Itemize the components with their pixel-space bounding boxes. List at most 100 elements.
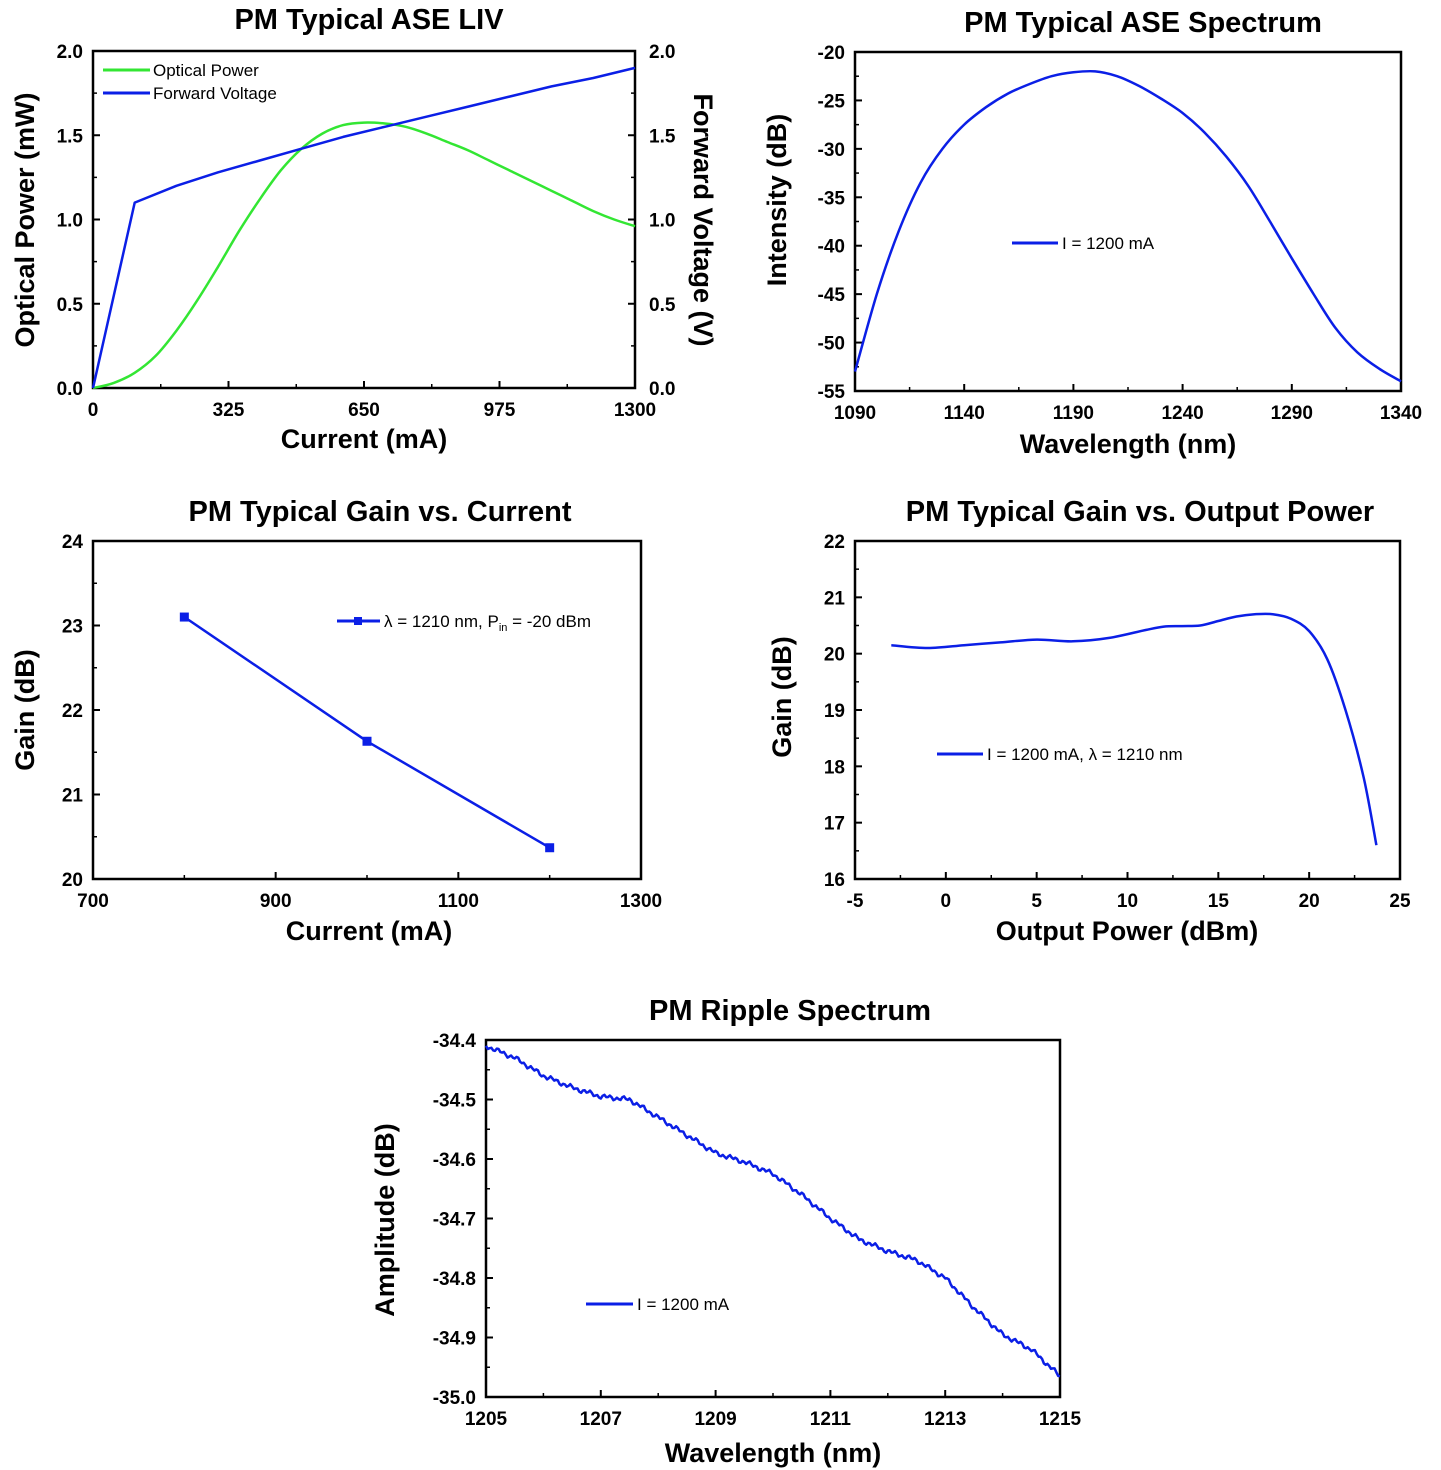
plot-frame [484, 1038, 1062, 1399]
x-tick-label: 1240 [1161, 403, 1203, 424]
y-tick-label: 19 [824, 701, 845, 722]
x-tick-label: 1207 [580, 1409, 622, 1430]
y-tick-label: 22 [824, 532, 845, 553]
data-point [362, 736, 372, 746]
x-tick-label: 1215 [1039, 1409, 1082, 1430]
y-tick-label: 20 [62, 870, 83, 891]
legend-entry-forward-voltage: Forward Voltage [153, 84, 277, 103]
legend: I = 1200 mA [586, 1295, 730, 1314]
chart-title: PM Typical ASE LIV [234, 4, 504, 36]
legend-entry: λ = 1210 nm, Pin = -20 dBm [384, 612, 591, 634]
legend: I = 1200 mA, λ = 1210 nm [937, 745, 1183, 764]
legend-entry: I = 1200 mA [1062, 234, 1155, 253]
x-tick-label: 1205 [465, 1409, 508, 1430]
y-tick-label: -25 [818, 91, 846, 112]
legend-tail: = -20 dBm [507, 612, 591, 631]
y-tick-label: 23 [62, 617, 83, 638]
chart-gain-vs-current: PM Typical Gain vs. Current 700 900 1100 13… [10, 496, 662, 946]
legend: Optical Power Forward Voltage [103, 61, 277, 103]
series-line-1 [183, 615, 551, 849]
y-tick-label: 17 [824, 814, 845, 835]
chart-ase-liv: PM Typical ASE LIV 0 325 650 975 13000.00.51… [10, 4, 718, 454]
x-tick-label: 1300 [620, 891, 662, 912]
series-line-1 [891, 612, 1378, 846]
y-tick-label: 1.0 [57, 211, 83, 232]
y-tick-label: -40 [818, 237, 845, 258]
chart-title: PM Typical Gain vs. Current [188, 496, 571, 528]
x-tick-label: 5 [1031, 891, 1042, 912]
y-tick-label: -45 [818, 285, 846, 306]
x-tick-label: 1213 [924, 1409, 966, 1430]
legend-subscript: in [499, 622, 508, 634]
axis-ticks: 1205 1207 1209 1211 1213 1215 -35.0 -34.9 -34.8 -… [433, 1031, 1082, 1430]
plot-frame [853, 539, 1402, 881]
legend-entry: I = 1200 mA [637, 1295, 730, 1314]
y-tick-label: -30 [818, 140, 845, 161]
y-axis-label: Gain (dB) [10, 649, 40, 771]
x-tick-label: 1190 [1053, 403, 1094, 424]
x-axis-label: Output Power (dBm) [996, 916, 1258, 946]
y-tick-label: -34.8 [433, 1269, 476, 1290]
y2-tick-label: 1.0 [649, 211, 675, 232]
x-tick-label: 0 [88, 400, 99, 421]
legend-entry: I = 1200 mA, λ = 1210 nm [987, 745, 1183, 764]
y-tick-label: -34.7 [433, 1210, 476, 1231]
series-line-1 [853, 69, 1402, 383]
series-group [853, 69, 1402, 383]
axis-ticks: -5 0 5 10 15 20 25 16 17 18 19 20 21 22 [824, 532, 1411, 912]
chart-gain-vs-output-power: PM Typical Gain vs. Output Power -5 0 5 10 1… [767, 496, 1411, 946]
series-line-1 [92, 121, 636, 390]
series-group [484, 1045, 1061, 1378]
y-tick-label: 22 [62, 701, 83, 722]
y-tick-label: 1.5 [57, 126, 84, 147]
x-axis-label: Wavelength (nm) [1020, 429, 1237, 459]
chart-title: PM Typical ASE Spectrum [964, 7, 1322, 39]
data-point [545, 843, 555, 853]
series-group [179, 612, 555, 853]
x-tick-label: 15 [1208, 891, 1230, 912]
y-tick-label: 18 [824, 757, 845, 778]
x-axis-label: Current (mA) [286, 916, 453, 946]
y-axis-label: Intensity (dB) [762, 114, 792, 287]
axis-ticks: 1090 1140 1190 1240 1290 1340 -55 -50 -45 -40 -35 -… [818, 43, 1423, 424]
x-tick-label: 1090 [834, 403, 876, 424]
series-line-1 [484, 1045, 1061, 1378]
y-tick-label: -34.5 [433, 1091, 477, 1112]
y-tick-label: 24 [62, 532, 84, 553]
y-tick-label: -34.4 [433, 1031, 477, 1052]
series-group [891, 612, 1378, 846]
chart-title: PM Typical Gain vs. Output Power [906, 496, 1374, 528]
x-tick-label: 1340 [1380, 403, 1422, 424]
x-tick-label: 900 [260, 891, 292, 912]
axis-ticks: 700 900 1100 1300 20 21 22 23 24 [62, 532, 662, 912]
y-tick-label: 21 [62, 786, 84, 807]
y2-tick-label: 1.5 [649, 126, 676, 147]
x-tick-label: 1290 [1271, 403, 1313, 424]
x-tick-label: 700 [77, 891, 109, 912]
y-axis-label: Amplitude (dB) [370, 1123, 400, 1316]
x-tick-label: 1211 [810, 1409, 852, 1430]
y-tick-label: 16 [824, 870, 845, 891]
x-tick-label: 1100 [438, 891, 479, 912]
chart-ase-spectrum: PM Typical ASE Spectrum 1090 1140 1190 1240… [762, 7, 1422, 459]
legend: λ = 1210 nm, Pin = -20 dBm [337, 612, 591, 634]
chart-title: PM Ripple Spectrum [649, 995, 931, 1027]
x-tick-label: 1300 [614, 400, 656, 421]
legend-main: λ = 1210 nm, P [384, 612, 499, 631]
x-axis-label: Wavelength (nm) [665, 1438, 882, 1468]
y-tick-label: 20 [824, 645, 845, 666]
y-tick-label: 0.0 [57, 379, 83, 400]
y-axis-label: Gain (dB) [767, 636, 797, 758]
x-tick-label: 10 [1117, 891, 1138, 912]
x-tick-label: 975 [484, 400, 516, 421]
chart-ripple-spectrum: PM Ripple Spectrum 1205 1207 1209 1211 1213 1… [370, 995, 1082, 1468]
y-tick-label: -34.6 [433, 1150, 476, 1171]
plot-frame [91, 539, 643, 881]
x-tick-label: 0 [941, 891, 952, 912]
series-line-2 [91, 66, 636, 389]
y-tick-label: -35.0 [433, 1388, 476, 1409]
legend-entry-optical-power: Optical Power [153, 61, 259, 80]
y-tick-label: -34.9 [433, 1329, 476, 1350]
plot-frame [853, 50, 1403, 393]
